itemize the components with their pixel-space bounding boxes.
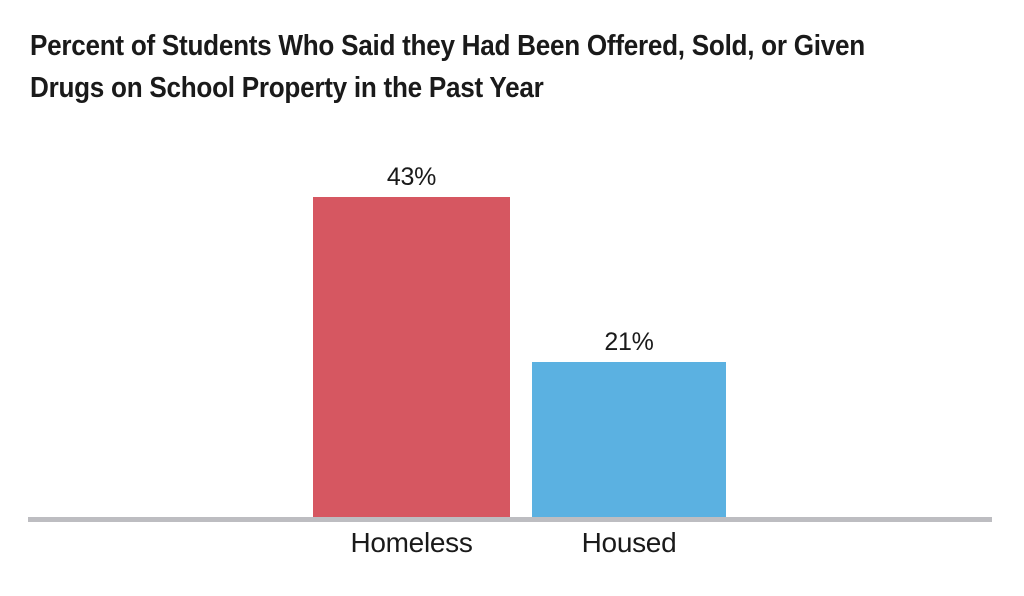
- chart-title-line-2: Drugs on School Property in the Past Yea…: [30, 72, 544, 104]
- value-label-housed: 21%: [604, 328, 654, 356]
- chart-title-line-1: Percent of Students Who Said they Had Be…: [30, 30, 865, 62]
- bar-group-housed: 21%: [532, 328, 726, 519]
- chart-title: Percent of Students Who Said they Had Be…: [30, 25, 958, 109]
- category-label-homeless: Homeless: [350, 527, 473, 558]
- category-label-housed: Housed: [581, 527, 677, 558]
- value-label-homeless: 43%: [386, 163, 437, 191]
- bar-group-homeless: 43%: [313, 163, 510, 519]
- bar-housed: [532, 362, 726, 519]
- bar-homeless: [313, 197, 510, 519]
- x-axis-baseline: [28, 517, 992, 522]
